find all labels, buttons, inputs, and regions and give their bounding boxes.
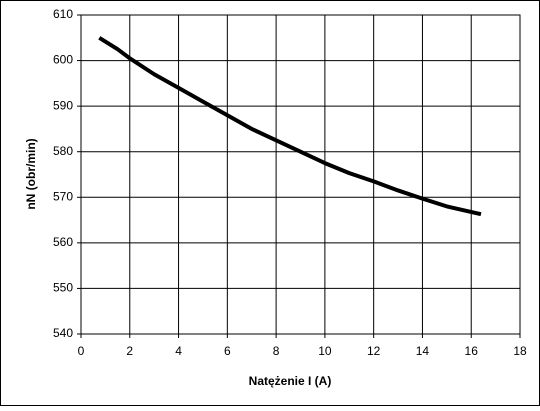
plot-area [80, 14, 521, 335]
x-tick-label: 4 [175, 344, 182, 358]
x-tick-label: 14 [416, 344, 430, 358]
data-line [98, 36, 482, 217]
x-tick-label: 18 [513, 344, 527, 358]
y-tick-label: 590 [53, 98, 73, 112]
y-tick-label: 600 [53, 53, 73, 67]
y-tick-label: 570 [53, 189, 73, 203]
x-tick-label: 16 [465, 344, 479, 358]
y-tick-label: 560 [53, 235, 73, 249]
y-tick-label: 580 [53, 144, 73, 158]
y-tick-label: 610 [53, 7, 73, 21]
x-tick-label: 0 [78, 344, 85, 358]
x-axis-title: Natężenie I (A) [249, 374, 332, 388]
y-axis-title: nN (obr/min) [24, 138, 38, 209]
y-tick-label: 550 [53, 281, 73, 295]
x-tick-label: 6 [224, 344, 231, 358]
x-tick-label: 2 [126, 344, 133, 358]
x-tick-label: 8 [273, 344, 280, 358]
x-tick-label: 10 [318, 344, 332, 358]
y-tick-label: 540 [53, 326, 73, 340]
x-tick-label: 12 [367, 344, 381, 358]
